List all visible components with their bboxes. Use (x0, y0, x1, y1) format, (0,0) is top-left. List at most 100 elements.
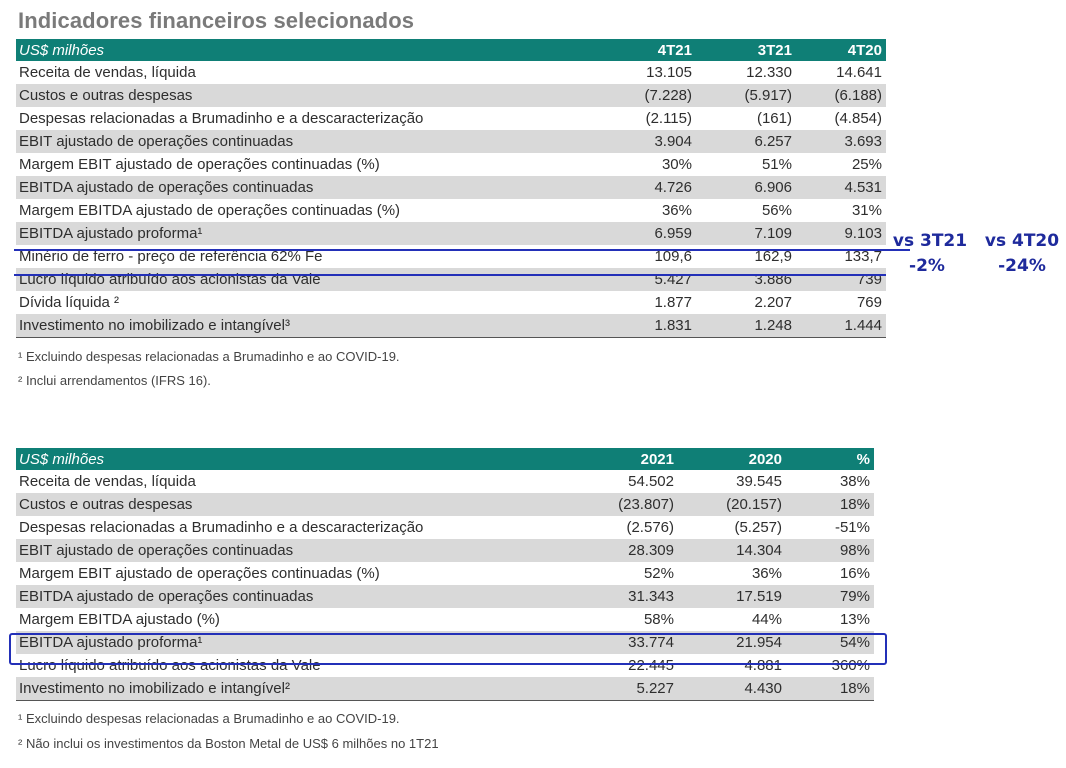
row-value: 31.343 (578, 585, 678, 608)
highlight-box (9, 633, 887, 665)
row-value: 39.545 (736, 473, 782, 490)
row-value: (161) (756, 110, 792, 127)
table-row: Custos e outras despesas (23.807) (20.157)… (16, 493, 874, 516)
row-value: 58% (643, 611, 674, 628)
row-value: 25% (851, 156, 882, 173)
row-label: Lucro líquido atribuído aos acionistas d… (19, 657, 321, 674)
row-value: 4.726 (598, 176, 696, 199)
row-value: 79% (786, 585, 874, 608)
table-header-row: US$ milhões 4T21 3T21 4T20 (16, 39, 886, 61)
row-value: 13% (839, 611, 870, 628)
row-value: 18% (786, 677, 874, 701)
row-value: 36% (751, 565, 782, 582)
row-label: EBITDA ajustado de operações continuadas (16, 176, 598, 199)
table-row: EBITDA ajustado de operações continuadas… (16, 176, 886, 199)
row-value: 52% (643, 565, 674, 582)
table-row: Investimento no imobilizado e intangível… (16, 314, 886, 338)
row-value: 3.886 (696, 268, 796, 291)
table-row: Minério de ferro - preço de referência 6… (16, 245, 886, 268)
table-row: Despesas relacionadas a Brumadinho e a d… (16, 516, 874, 539)
table-row: Receita de vendas, líquida 13.105 12.330 14… (16, 61, 886, 84)
row-value: 22.445 (628, 657, 674, 674)
row-value: 1.831 (598, 314, 696, 338)
table-row: EBIT ajustado de operações continuadas 3.… (16, 130, 886, 153)
row-value: 3.904 (598, 130, 696, 153)
row-label: EBIT ajustado de operações continuadas (16, 130, 598, 153)
row-value: 5.427 (598, 268, 696, 291)
table-row: Margem EBITDA ajustado (%) 58% 44% 13% (16, 608, 874, 631)
row-value: 6.906 (696, 176, 796, 199)
row-label: Dívida líquida ² (19, 294, 120, 311)
header-percent: % (786, 448, 874, 470)
row-value: 9.103 (796, 222, 886, 245)
row-value: 7.109 (696, 222, 796, 245)
header-4t21: 4T21 (598, 39, 696, 61)
row-value: 13.105 (646, 64, 692, 81)
row-value: 4.881 (744, 657, 782, 674)
annotation-vs-3t21-value: -2% (909, 256, 945, 276)
row-value: 28.309 (578, 539, 678, 562)
row-value: 12.330 (746, 64, 792, 81)
table-row: EBITDA ajustado proforma¹ 33.774 21.954 54% (16, 631, 874, 654)
table-row: Lucro líquido atribuído aos acionistas d… (16, 268, 886, 291)
row-value: (5.257) (734, 519, 782, 536)
header-unit: US$ milhões (16, 39, 598, 61)
row-label: EBITDA ajustado proforma¹ (16, 631, 578, 654)
row-label: Despesas relacionadas a Brumadinho e a d… (19, 519, 424, 536)
row-label: Margem EBIT ajustado de operações contin… (19, 156, 380, 173)
row-value: (7.228) (598, 84, 696, 107)
row-label: EBITDA ajustado de operações continuadas (16, 585, 578, 608)
row-value: 44% (751, 611, 782, 628)
table-row: Margem EBIT ajustado de operações contin… (16, 153, 886, 176)
table-row: Lucro líquido atribuído aos acionistas d… (16, 654, 874, 677)
footnote-2: ² Não inclui os investimentos da Boston … (18, 736, 439, 751)
row-value: 21.954 (678, 631, 786, 654)
row-value: 769 (856, 294, 882, 311)
row-value: -51% (834, 519, 870, 536)
header-unit: US$ milhões (16, 448, 578, 470)
table-row: EBITDA ajustado de operações continuadas… (16, 585, 874, 608)
row-value: (4.854) (834, 110, 882, 127)
highlight-underline (14, 249, 910, 251)
row-value: 14.641 (836, 64, 882, 81)
row-value: (2.115) (645, 110, 692, 127)
row-value: 2.207 (754, 294, 792, 311)
row-value: 6.257 (696, 130, 796, 153)
row-value: 4.531 (796, 176, 886, 199)
row-value: 162,9 (754, 248, 792, 265)
highlight-underline-bottom (14, 274, 886, 276)
row-value: (23.807) (578, 493, 678, 516)
row-value: 16% (839, 565, 870, 582)
table-row: Receita de vendas, líquida 54.502 39.545 38… (16, 470, 874, 493)
row-value: 54.502 (628, 473, 674, 490)
row-label: EBIT ajustado de operações continuadas (16, 539, 578, 562)
annotation-vs-4t20-value: -24% (998, 256, 1046, 276)
row-value: 133,7 (844, 248, 882, 265)
table-header-row: US$ milhões 2021 2020 % (16, 448, 874, 470)
footnote-1: ¹ Excluindo despesas relacionadas a Brum… (18, 349, 400, 364)
header-2020: 2020 (678, 448, 786, 470)
row-label: Margem EBITDA ajustado de operações cont… (19, 202, 401, 219)
table-row: Margem EBITDA ajustado de operações cont… (16, 199, 886, 222)
annual-indicators-table: US$ milhões 2021 2020 % Receita de venda… (16, 448, 874, 701)
row-value: (6.188) (796, 84, 886, 107)
header-4t20: 4T20 (796, 39, 886, 61)
row-label: Lucro líquido atribuído aos acionistas d… (16, 268, 598, 291)
row-label: Custos e outras despesas (16, 84, 598, 107)
row-label: Receita de vendas, líquida (19, 64, 196, 81)
row-value: 5.227 (578, 677, 678, 701)
row-value: 98% (786, 539, 874, 562)
row-value: 54% (786, 631, 874, 654)
table-row: EBITDA ajustado proforma¹ 6.959 7.109 9.103 (16, 222, 886, 245)
row-value: 6.959 (598, 222, 696, 245)
row-label: Receita de vendas, líquida (19, 473, 196, 490)
row-label: Investimento no imobilizado e intangível… (16, 314, 598, 338)
row-label: Margem EBITDA ajustado (%) (19, 611, 220, 628)
row-label: Margem EBIT ajustado de operações contin… (19, 565, 380, 582)
row-value: (20.157) (678, 493, 786, 516)
row-value: 36% (661, 202, 692, 219)
row-value: 109,6 (654, 248, 692, 265)
row-label: EBITDA ajustado proforma¹ (16, 222, 598, 245)
row-value: 1.444 (796, 314, 886, 338)
annotation-vs-4t20-label: vs 4T20 (984, 231, 1060, 251)
